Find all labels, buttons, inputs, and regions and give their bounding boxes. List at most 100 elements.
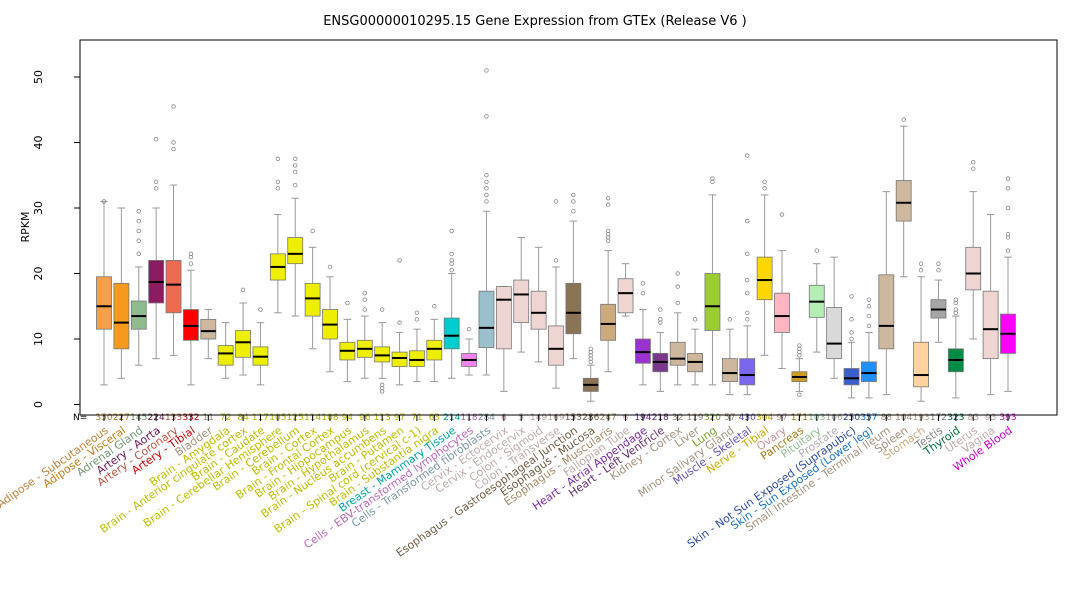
- iqr-box: [861, 361, 877, 382]
- y-tick-label: 20: [32, 267, 45, 281]
- outlier-point: [449, 228, 454, 234]
- box-51: [982, 214, 999, 396]
- box-36: [721, 317, 738, 396]
- outlier-point: [745, 153, 750, 158]
- outlier-point: [553, 199, 559, 204]
- outlier-point: [484, 173, 489, 178]
- y-tick-label: 0: [32, 401, 45, 408]
- box-32: [652, 307, 669, 392]
- outlier-point: [918, 261, 924, 266]
- outlier-point: [345, 300, 350, 306]
- outlier-point: [1005, 205, 1011, 211]
- y-tick-label: 10: [32, 332, 45, 346]
- outlier-point: [588, 346, 593, 352]
- outlier-point: [762, 179, 767, 184]
- box-35: [704, 176, 721, 386]
- iqr-box: [774, 292, 790, 333]
- box-49: [947, 297, 964, 399]
- outlier-point: [188, 261, 194, 266]
- iqr-box: [548, 325, 564, 366]
- outlier-point: [605, 195, 611, 201]
- y-axis-label: RPKM: [19, 212, 32, 243]
- box-33: [669, 271, 686, 386]
- box-19: [426, 304, 443, 383]
- outlier-point: [971, 166, 976, 171]
- outlier-point: [293, 156, 298, 162]
- box-21: [461, 326, 477, 376]
- outlier-point: [849, 317, 854, 322]
- iqr-box: [391, 351, 408, 367]
- iqr-box: [287, 237, 304, 265]
- box-16: [374, 307, 391, 394]
- iqr-box: [96, 276, 112, 330]
- outlier-point: [101, 199, 107, 204]
- box-3: [148, 137, 165, 360]
- outlier-point: [675, 271, 680, 276]
- iqr-box: [443, 317, 460, 350]
- outlier-point: [553, 258, 559, 263]
- iqr-box: [721, 358, 738, 382]
- iqr-box: [878, 274, 895, 350]
- iqr-box: [617, 278, 634, 314]
- outlier-point: [449, 251, 454, 257]
- iqr-box: [530, 290, 547, 330]
- outlier-point: [136, 209, 141, 214]
- outlier-point: [153, 186, 159, 191]
- outlier-point: [484, 192, 489, 198]
- iqr-box: [426, 339, 443, 361]
- outlier-point: [953, 297, 959, 302]
- outlier-point: [745, 310, 750, 315]
- outlier-point: [866, 323, 872, 329]
- outlier-point: [327, 264, 333, 270]
- box-18: [409, 310, 425, 383]
- outlier-point: [675, 284, 680, 289]
- outlier-point: [449, 258, 454, 263]
- outlier-point: [675, 300, 680, 306]
- boxes: [96, 68, 1016, 402]
- box-25: [530, 246, 547, 363]
- outlier-point: [605, 228, 611, 234]
- outlier-point: [484, 179, 489, 184]
- box-22: [478, 68, 495, 376]
- outlier-point: [240, 287, 246, 293]
- outlier-point: [484, 199, 489, 204]
- box-37: [739, 153, 756, 396]
- outlier-point: [1005, 231, 1011, 237]
- box-9: [252, 307, 269, 386]
- outlier-point: [275, 186, 281, 191]
- outlier-point: [692, 317, 698, 322]
- box-30: [617, 263, 634, 317]
- outlier-point: [918, 268, 924, 273]
- outlier-point: [484, 114, 489, 119]
- box-20: [443, 228, 460, 379]
- iqr-box: [200, 318, 217, 340]
- outlier-point: [362, 297, 367, 302]
- iqr-box: [235, 330, 251, 358]
- outlier-point: [571, 199, 576, 204]
- outlier-point: [275, 179, 281, 184]
- box-44: [861, 297, 877, 399]
- box-46: [895, 117, 912, 278]
- iqr-box: [495, 286, 512, 350]
- box-29: [600, 195, 617, 373]
- box-26: [548, 199, 564, 389]
- chart-title: ENSG00000010295.15 Gene Expression from …: [323, 14, 747, 29]
- outlier-point: [362, 290, 367, 296]
- outlier-point: [171, 146, 176, 152]
- box-43: [843, 294, 860, 399]
- box-10: [269, 156, 286, 314]
- box-40: [791, 343, 808, 397]
- iqr-box: [913, 341, 929, 388]
- y-tick-label: 40: [32, 136, 45, 150]
- iqr-box: [600, 303, 617, 341]
- outlier-point: [849, 294, 854, 299]
- outlier-point: [849, 330, 854, 335]
- outlier-point: [432, 304, 437, 309]
- outlier-point: [640, 290, 646, 296]
- outlier-point: [397, 320, 402, 325]
- outlier-point: [153, 137, 159, 142]
- outlier-point: [571, 192, 576, 198]
- box-34: [687, 317, 703, 386]
- outlier-point: [136, 251, 141, 257]
- outlier-point: [136, 218, 141, 224]
